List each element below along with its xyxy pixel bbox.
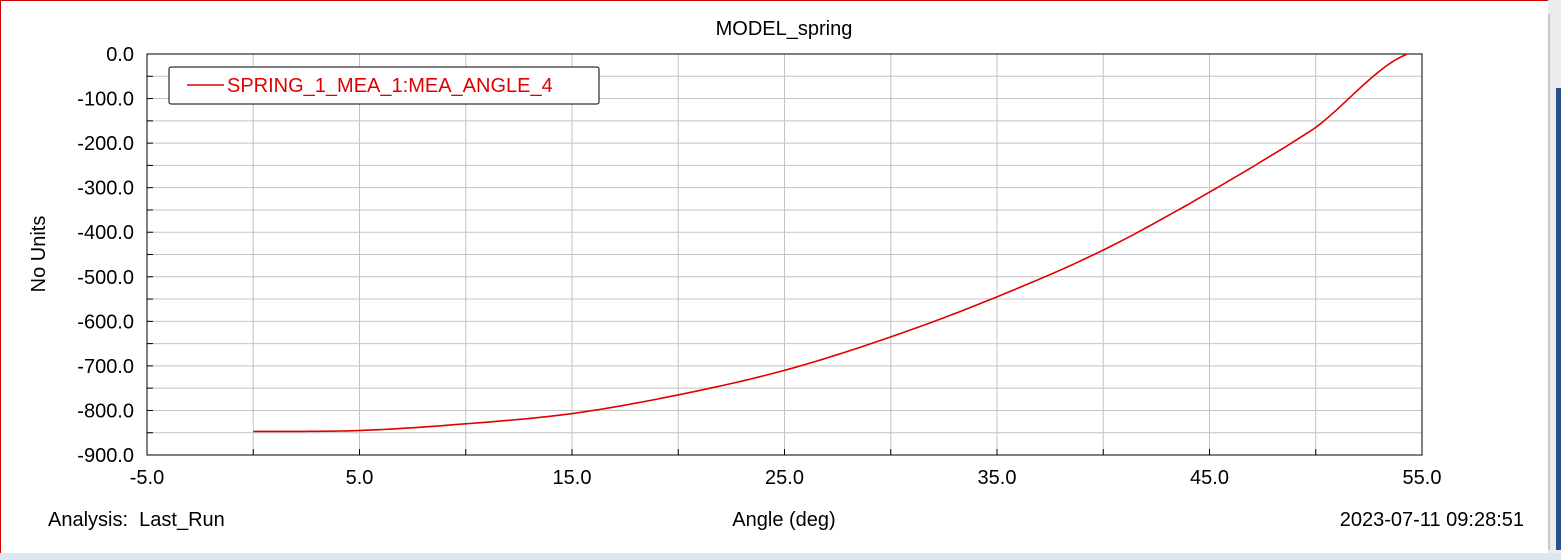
x-tick-label: 45.0	[1190, 467, 1229, 489]
timestamp-label: 2023-07-11 09:28:51	[1340, 509, 1524, 531]
legend-label: SPRING_1_MEA_1:MEA_ANGLE_4	[227, 75, 553, 97]
x-tick-label: -5.0	[130, 467, 164, 489]
y-tick-label: -400.0	[77, 222, 134, 244]
chart-title: MODEL_spring	[716, 18, 853, 40]
y-tick-labels: 0.0 -100.0 -200.0 -300.0 -400.0 -500.0 -600.0 -…	[77, 44, 134, 467]
x-tick-label: 15.0	[553, 467, 592, 489]
window-bottom-strip	[0, 553, 1561, 560]
x-tick-label: 35.0	[978, 467, 1017, 489]
y-tick-label: -200.0	[77, 133, 134, 155]
y-tick-label: -900.0	[77, 445, 134, 467]
grid-lines	[146, 53, 1423, 456]
x-tick-label: 55.0	[1403, 467, 1442, 489]
y-tick-label: -600.0	[77, 311, 134, 333]
legend[interactable]: SPRING_1_MEA_1:MEA_ANGLE_4	[168, 66, 600, 105]
x-tick-labels: -5.0 5.0 15.0 25.0 35.0 45.0 55.0	[130, 467, 1442, 489]
chart: MODEL_spring 0.0 -100.0 -200.0 -300.0 -400.0…	[28, 18, 1524, 531]
y-axis-label: No Units	[28, 216, 50, 293]
x-tick-label: 5.0	[346, 467, 374, 489]
analysis-label: Analysis: Last_Run	[48, 509, 225, 531]
window-right-divider	[1548, 14, 1550, 550]
x-tick-label: 25.0	[765, 467, 804, 489]
y-tick-label: -100.0	[77, 89, 134, 111]
y-tick-label: -300.0	[77, 178, 134, 200]
y-tick-label: 0.0	[106, 44, 134, 66]
plot-window: MODEL_spring 0.0 -100.0 -200.0 -300.0 -400.0…	[0, 0, 1548, 553]
series-line-spring-1-mea-angle-4	[253, 53, 1408, 433]
y-tick-label: -500.0	[77, 267, 134, 289]
legend-box	[168, 66, 600, 105]
y-tick-label: -800.0	[77, 400, 134, 422]
x-axis-label: Angle (deg)	[732, 509, 835, 531]
y-tick-label: -700.0	[77, 356, 134, 378]
axis-ticks	[146, 53, 1423, 456]
window-right-accent	[1556, 88, 1561, 550]
